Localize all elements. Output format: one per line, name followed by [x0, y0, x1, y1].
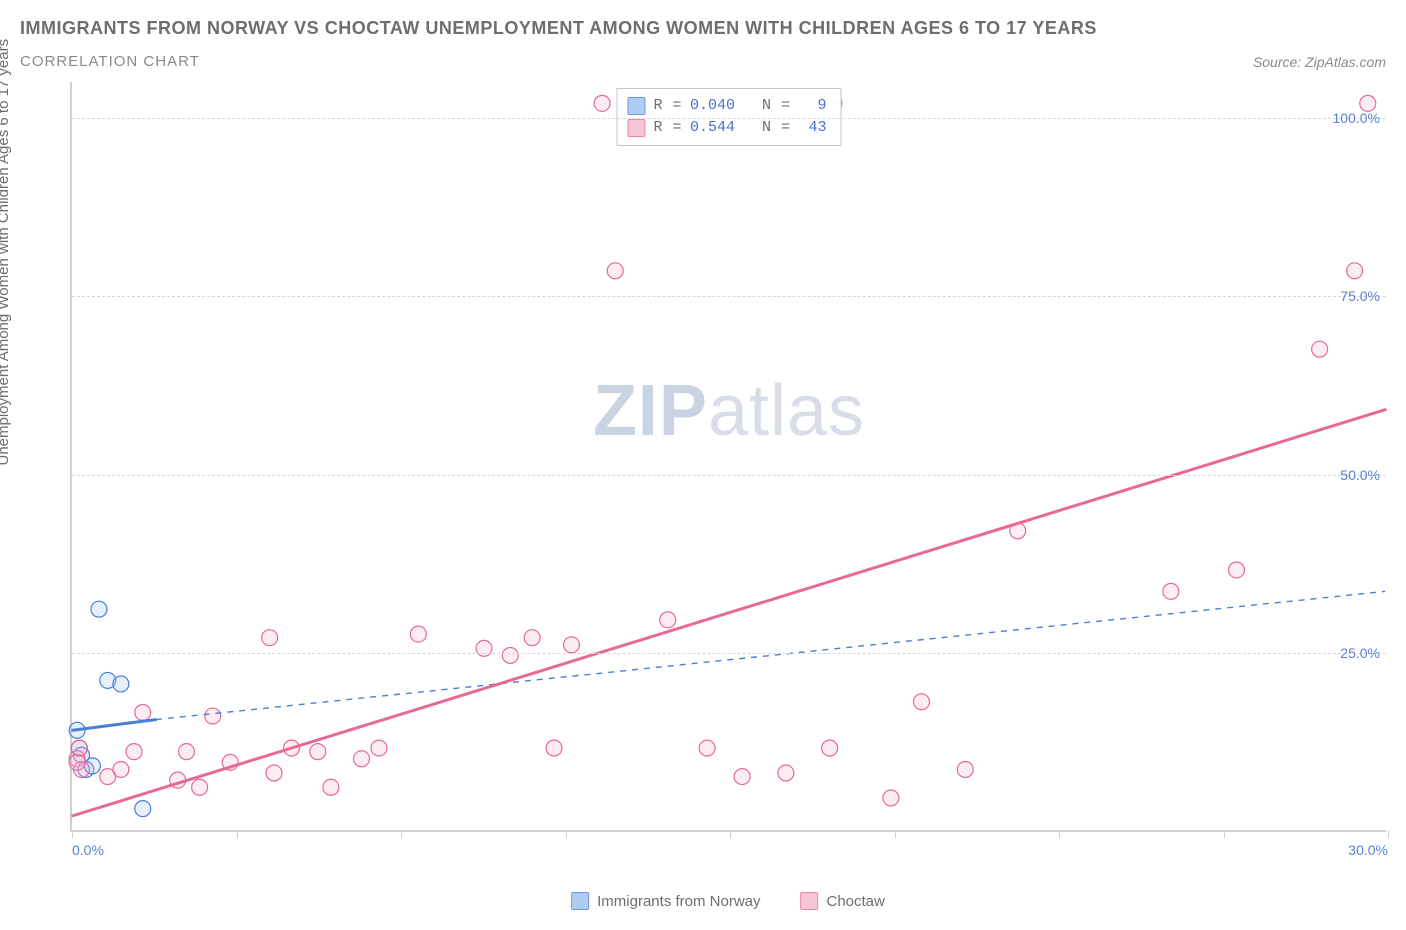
data-point — [822, 740, 838, 756]
stat-r-value: 0.544 — [690, 117, 735, 139]
data-point — [914, 694, 930, 710]
data-point — [502, 647, 518, 663]
stat-r-label: R = — [653, 117, 682, 139]
data-point — [69, 754, 85, 770]
legend-stats-row: R = 0.040 N = 9 — [627, 95, 826, 117]
data-point — [126, 744, 142, 760]
gridline — [72, 475, 1386, 476]
data-point — [564, 637, 580, 653]
x-tick — [1059, 830, 1060, 838]
data-point — [91, 601, 107, 617]
data-point — [957, 761, 973, 777]
data-point — [179, 744, 195, 760]
data-point — [135, 801, 151, 817]
data-point — [262, 630, 278, 646]
y-tick-label: 25.0% — [1340, 645, 1380, 661]
legend-swatch — [571, 892, 589, 910]
data-point — [699, 740, 715, 756]
legend-stats-row: R = 0.544 N = 43 — [627, 117, 826, 139]
trend-line — [73, 720, 156, 731]
data-point — [546, 740, 562, 756]
chart-container: IMMIGRANTS FROM NORWAY VS CHOCTAW UNEMPL… — [0, 0, 1406, 930]
chart-title: IMMIGRANTS FROM NORWAY VS CHOCTAW UNEMPL… — [20, 18, 1386, 39]
stat-r-label: R = — [653, 95, 682, 117]
data-point — [192, 779, 208, 795]
legend-item: Choctaw — [801, 892, 885, 910]
chart-subtitle: CORRELATION CHART — [20, 53, 200, 70]
legend-swatch — [627, 97, 645, 115]
gridline — [72, 296, 1386, 297]
x-tick-label: 0.0% — [72, 842, 104, 858]
data-point — [883, 790, 899, 806]
data-point — [113, 761, 129, 777]
x-tick — [730, 830, 731, 838]
stat-n-value: 43 — [799, 117, 827, 139]
data-point — [778, 765, 794, 781]
x-tick-label: 30.0% — [1348, 842, 1388, 858]
data-point — [410, 626, 426, 642]
y-tick-label: 100.0% — [1333, 110, 1380, 126]
data-point — [1312, 341, 1328, 357]
y-tick-label: 50.0% — [1340, 467, 1380, 483]
legend-label: Immigrants from Norway — [597, 893, 760, 910]
x-tick — [237, 830, 238, 838]
stat-r-value: 0.040 — [690, 95, 735, 117]
x-tick — [566, 830, 567, 838]
data-point — [71, 740, 87, 756]
stat-n-value: 9 — [799, 95, 827, 117]
data-point — [594, 95, 610, 111]
data-point — [266, 765, 282, 781]
x-tick — [1224, 830, 1225, 838]
gridline — [72, 653, 1386, 654]
stat-n-label: N = — [743, 117, 791, 139]
gridline — [72, 118, 1386, 119]
trend-line — [73, 410, 1385, 816]
data-point — [734, 769, 750, 785]
data-point — [310, 744, 326, 760]
trend-line-dashed — [156, 591, 1385, 719]
data-point — [1229, 562, 1245, 578]
legend-item: Immigrants from Norway — [571, 892, 760, 910]
x-tick — [1388, 830, 1389, 838]
data-point — [524, 630, 540, 646]
subtitle-row: CORRELATION CHART Source: ZipAtlas.com — [20, 53, 1386, 70]
data-point — [323, 779, 339, 795]
stat-n-label: N = — [743, 95, 791, 117]
legend-label: Choctaw — [827, 893, 885, 910]
y-axis-label: Unemployment Among Women with Children A… — [0, 39, 12, 466]
data-point — [371, 740, 387, 756]
data-point — [205, 708, 221, 724]
plot-svg — [72, 82, 1386, 830]
bottom-legend: Immigrants from Norway Choctaw — [571, 892, 885, 910]
chart-box: Unemployment Among Women with Children A… — [20, 82, 1386, 872]
legend-swatch — [801, 892, 819, 910]
legend-swatch — [627, 119, 645, 137]
data-point — [354, 751, 370, 767]
data-point — [135, 704, 151, 720]
y-tick-label: 75.0% — [1340, 288, 1380, 304]
x-tick — [895, 830, 896, 838]
x-tick — [72, 830, 73, 838]
data-point — [607, 263, 623, 279]
data-point — [1347, 263, 1363, 279]
source-label: Source: ZipAtlas.com — [1253, 54, 1386, 70]
data-point — [1163, 583, 1179, 599]
x-tick — [401, 830, 402, 838]
plot-area: ZIPatlas R = 0.040 N = 9R = 0.544 N = 43… — [70, 82, 1386, 832]
data-point — [113, 676, 129, 692]
data-point — [660, 612, 676, 628]
